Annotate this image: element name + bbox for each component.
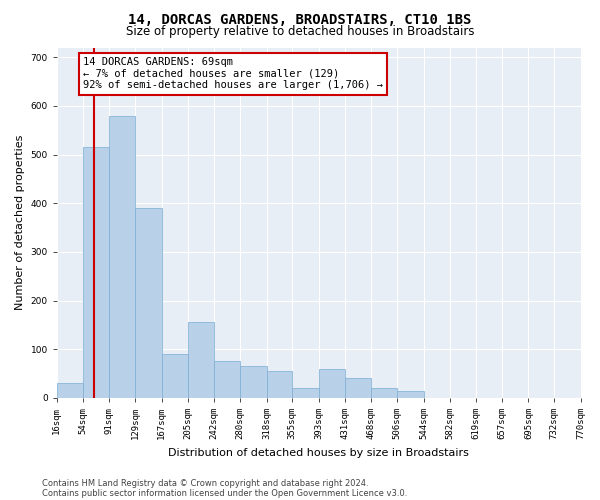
Bar xyxy=(57,384,83,398)
Bar xyxy=(319,368,345,398)
Text: Contains HM Land Registry data © Crown copyright and database right 2024.: Contains HM Land Registry data © Crown c… xyxy=(42,478,368,488)
Bar xyxy=(292,388,319,398)
Bar xyxy=(240,366,266,398)
Bar xyxy=(83,148,109,398)
Bar xyxy=(188,322,214,398)
Text: Contains public sector information licensed under the Open Government Licence v3: Contains public sector information licen… xyxy=(42,488,407,498)
X-axis label: Distribution of detached houses by size in Broadstairs: Distribution of detached houses by size … xyxy=(168,448,469,458)
Text: 14, DORCAS GARDENS, BROADSTAIRS, CT10 1BS: 14, DORCAS GARDENS, BROADSTAIRS, CT10 1B… xyxy=(128,12,472,26)
Y-axis label: Number of detached properties: Number of detached properties xyxy=(15,135,25,310)
Bar xyxy=(214,362,240,398)
Bar xyxy=(109,116,136,398)
Text: 14 DORCAS GARDENS: 69sqm
← 7% of detached houses are smaller (129)
92% of semi-d: 14 DORCAS GARDENS: 69sqm ← 7% of detache… xyxy=(83,57,383,90)
Text: Size of property relative to detached houses in Broadstairs: Size of property relative to detached ho… xyxy=(126,25,474,38)
Bar xyxy=(162,354,188,398)
Bar xyxy=(371,388,397,398)
Bar xyxy=(136,208,162,398)
Bar xyxy=(345,378,371,398)
Bar xyxy=(266,371,292,398)
Bar xyxy=(397,390,424,398)
